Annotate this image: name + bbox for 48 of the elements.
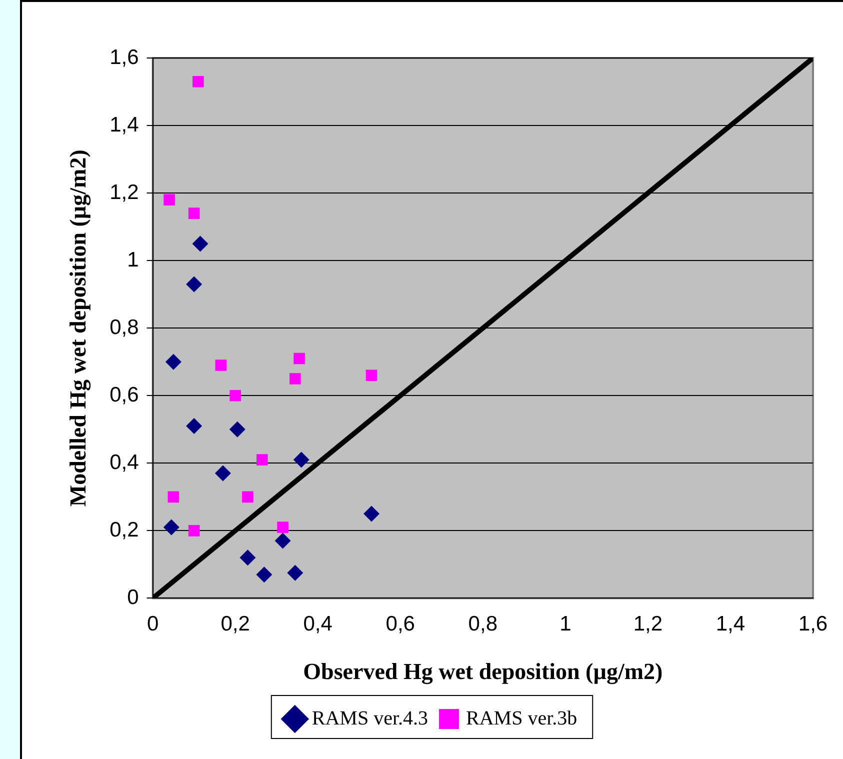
x-tick-label: 1,4	[716, 612, 746, 636]
point	[294, 352, 305, 364]
point	[229, 421, 246, 438]
point	[256, 566, 272, 583]
point	[164, 194, 175, 206]
x-tick-label: 1,6	[798, 612, 828, 636]
x-tick-label: 0	[146, 612, 159, 636]
point	[215, 360, 227, 371]
x-tick-label: 0,2	[220, 612, 250, 636]
y-tick-label: 0,2	[110, 518, 139, 542]
point	[242, 491, 254, 503]
x-tick-label: 1,2	[633, 612, 663, 636]
point	[277, 522, 288, 533]
point	[287, 564, 304, 581]
y-tick-label: 0,6	[110, 383, 139, 406]
x-tick-label: 0,6	[386, 612, 415, 636]
y-tick-label: 1,4	[110, 113, 140, 136]
y-axis-title: Modelled Hg wet deposition (µg/m2)	[66, 150, 92, 507]
y-tick-label: 1,6	[110, 46, 139, 69]
point	[186, 276, 202, 292]
y-tick-label: 1	[127, 248, 139, 272]
point	[188, 525, 200, 536]
point	[165, 354, 182, 370]
legend-label: RAMS ver.4.3	[312, 707, 428, 730]
point	[163, 519, 180, 536]
x-tick-label: 1	[560, 612, 572, 636]
point	[363, 506, 380, 522]
legend-label: RAMS ver.3b	[466, 707, 578, 730]
x-tick-label: 0,4	[303, 612, 333, 636]
point	[256, 454, 268, 466]
point	[186, 418, 202, 434]
y-tick-label: 0,4	[110, 450, 140, 474]
x-axis-title: Observed Hg wet deposition (µg/m2)	[303, 659, 663, 686]
x-tick-label: 0,8	[468, 612, 498, 636]
y-tick-label: 0	[127, 586, 139, 609]
point	[214, 465, 231, 482]
point	[366, 370, 378, 382]
y-tick-label: 0,8	[110, 316, 139, 339]
point	[289, 373, 301, 384]
point	[168, 491, 180, 503]
point	[192, 76, 204, 88]
point	[188, 208, 200, 219]
point	[230, 390, 241, 402]
point	[293, 452, 310, 468]
point	[274, 532, 291, 549]
y-tick-label: 1,2	[110, 180, 139, 204]
point	[240, 550, 256, 566]
point	[192, 236, 208, 252]
